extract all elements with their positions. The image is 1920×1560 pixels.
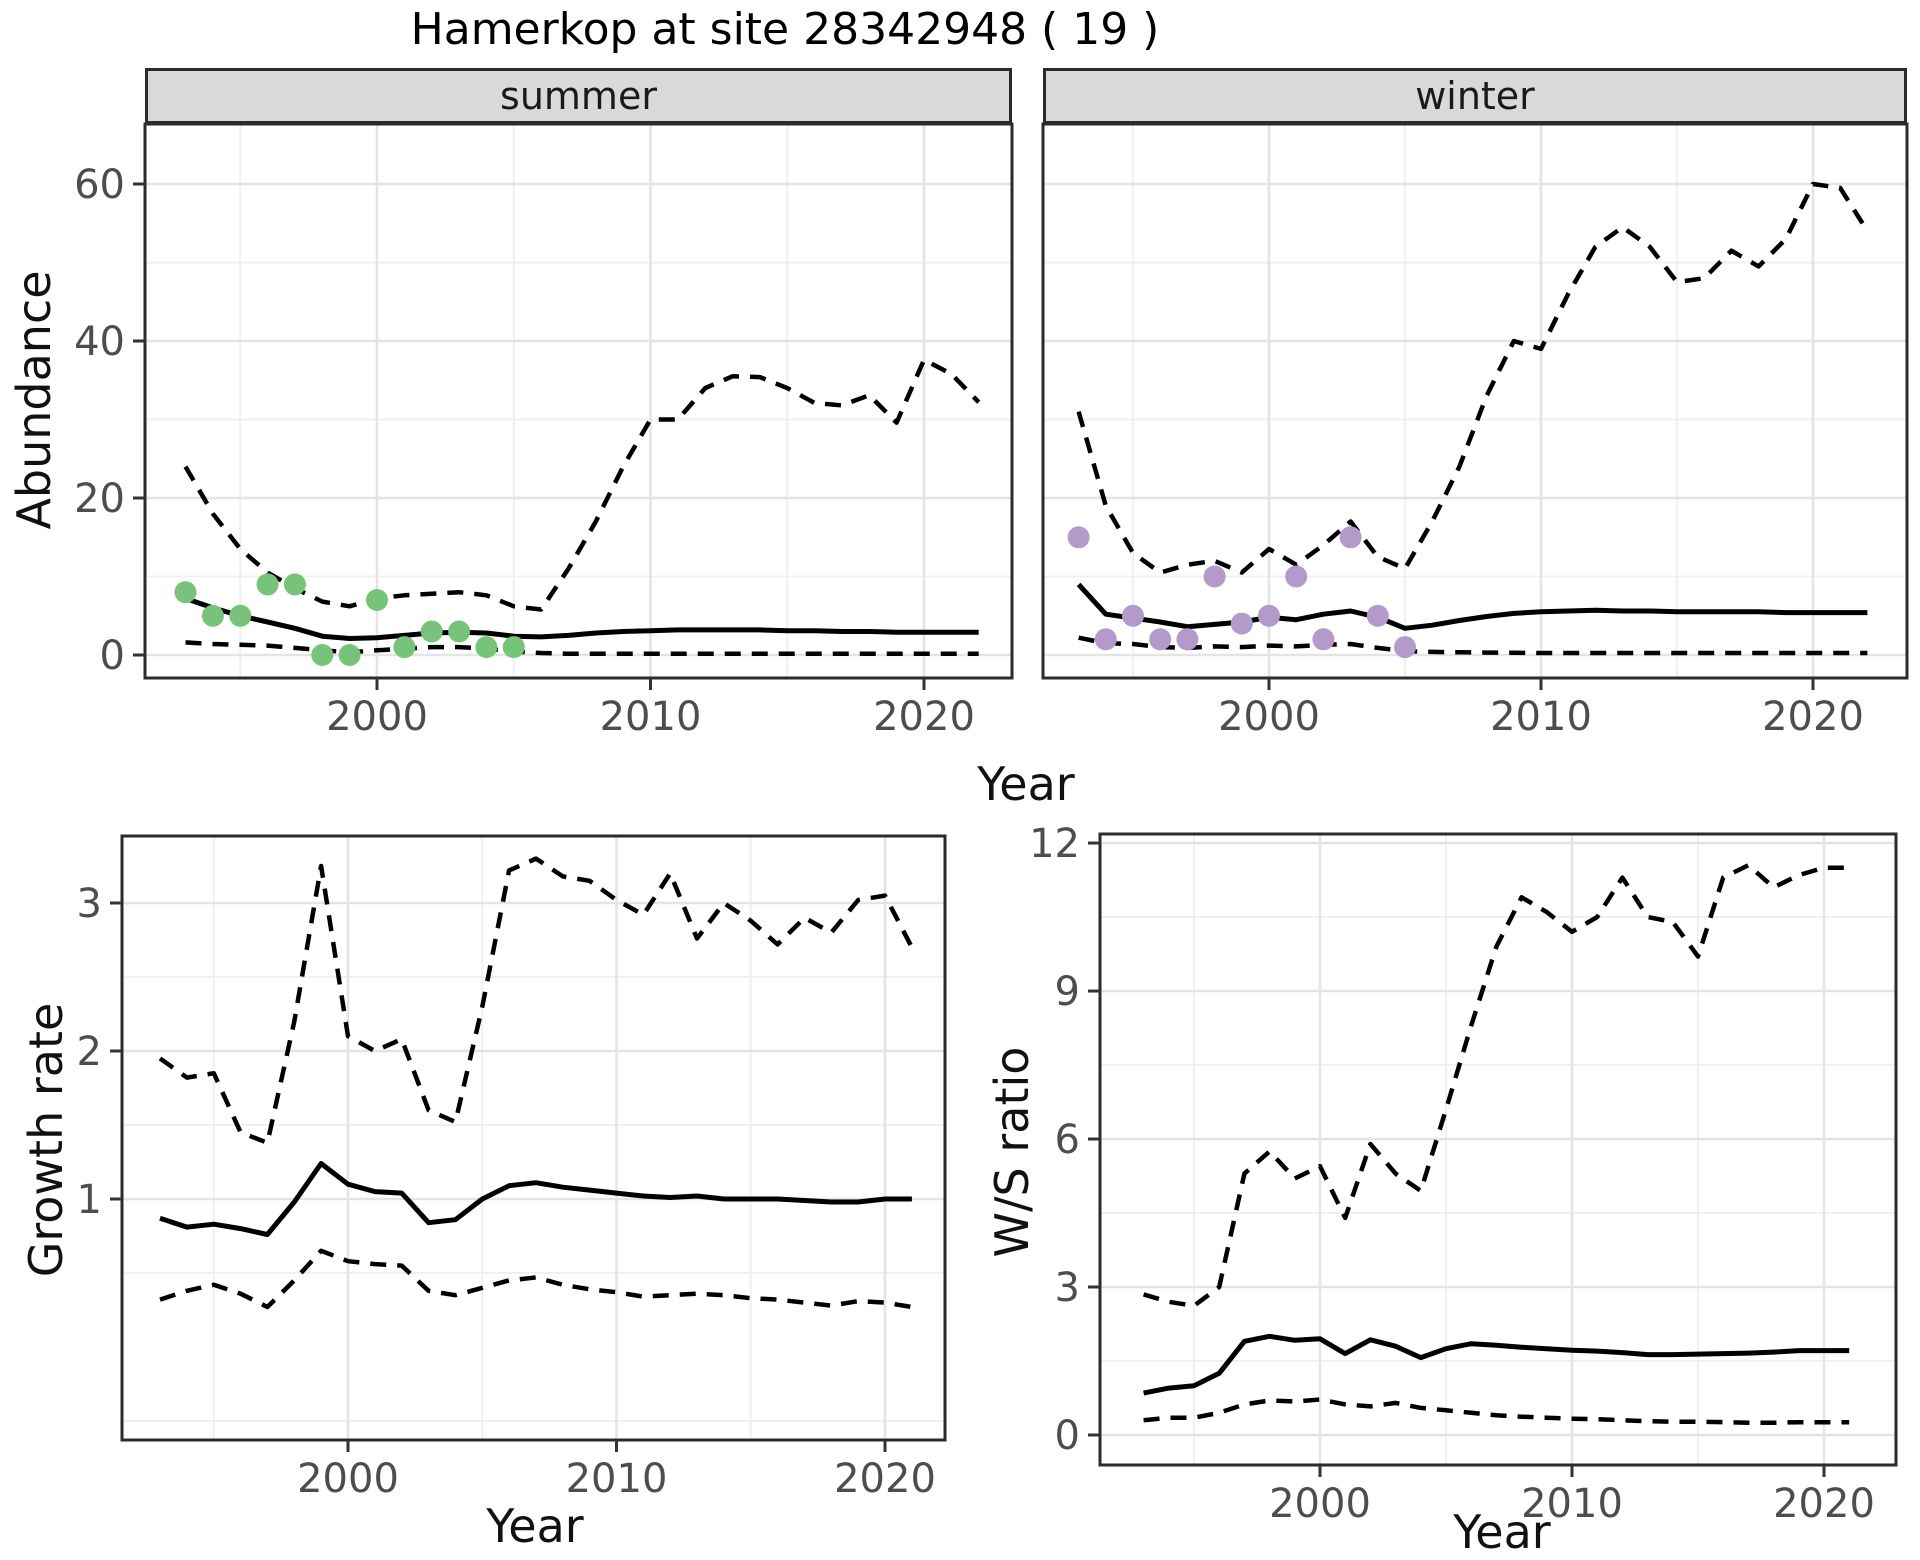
abundance-summer-observed-point [174, 581, 197, 604]
abundance-summer-median-line [184, 596, 979, 641]
y-tick-label: 20 [74, 476, 125, 522]
top-year-axis-title: Year [977, 757, 1075, 811]
y-tick-label: 0 [100, 633, 125, 679]
y-tick-label: 1 [77, 1177, 102, 1223]
x-tick-label: 2020 [873, 694, 975, 740]
abundance-winter-lower_ci-line [1078, 635, 1868, 656]
abundance-summer-observed-point [366, 589, 388, 611]
ws-ratio-lower_ci-line [1143, 1397, 1850, 1425]
abundance-summer-observed-point [393, 636, 416, 659]
x-tick-label: 2010 [600, 694, 702, 740]
abundance-winter-observed-point [1258, 604, 1280, 627]
abundance-summer-upper_ci-line [183, 357, 981, 612]
panel-abundance-winter: 2000 2010 2020 [1041, 122, 1909, 740]
abundance-winter-observed-point [1394, 636, 1416, 659]
abundance-winter-median-line [1076, 582, 1868, 631]
panel-border [1098, 832, 1898, 1467]
abundance-summer-observed-point [448, 620, 471, 643]
abundance-axis-title: Abundance [7, 270, 61, 530]
y-tick-label: 0 [1055, 1413, 1080, 1459]
x-tick-label: 2000 [326, 694, 428, 740]
x-tick-label: 2000 [1269, 1481, 1371, 1527]
x-tick-label: 2000 [297, 1456, 399, 1502]
growth-rate-lower_ci-line [159, 1248, 913, 1310]
growth-rate-upper_ci-line [158, 856, 914, 1146]
x-tick-label: 2000 [1218, 694, 1320, 740]
abundance-summer-observed-point [201, 604, 224, 627]
growth-year-axis-title: Year [486, 1499, 584, 1553]
abundance-summer-observed-point [311, 644, 334, 666]
abundance-winter-observed-point [1067, 526, 1090, 549]
abundance-winter-observed-point [1149, 628, 1172, 651]
growth-rate-axis-title: Growth rate [19, 1002, 73, 1278]
y-tick-label: 9 [1055, 969, 1080, 1015]
abundance-winter-observed-point [1122, 604, 1144, 627]
ws-year-axis-title: Year [1453, 1505, 1551, 1559]
x-tick-label: 2010 [566, 1456, 668, 1502]
abundance-winter-observed-point [1285, 565, 1308, 588]
abundance-summer-observed-point [256, 573, 279, 596]
panel-growth-rate: 2000 2010 2020 1 2 3 [77, 834, 947, 1502]
facet-strip-winter: winter [1043, 68, 1907, 124]
abundance-winter-observed-point [1312, 628, 1335, 651]
y-tick-label: 6 [1055, 1117, 1080, 1163]
facet-strip-summer-label: summer [500, 74, 657, 118]
abundance-summer-observed-point [502, 636, 525, 659]
x-tick-label: 2010 [1521, 1481, 1623, 1527]
y-tick-label: 12 [1029, 821, 1080, 867]
abundance-winter-observed-point [1339, 526, 1362, 549]
x-tick-label: 2010 [1490, 694, 1592, 740]
abundance-summer-observed-point [420, 620, 443, 643]
abundance-summer-observed-point [283, 573, 306, 596]
panel-border [120, 834, 947, 1442]
ws-ratio-median-line [1143, 1333, 1850, 1396]
y-tick-label: 60 [74, 162, 125, 208]
ws-ratio-upper_ci-line [1142, 862, 1850, 1309]
abundance-winter-observed-point [1094, 628, 1117, 651]
panel-ws-ratio: 2000 2010 2020 0 3 6 9 12 [1029, 821, 1898, 1527]
y-tick-label: 3 [1055, 1265, 1080, 1311]
abundance-winter-observed-point [1203, 565, 1226, 588]
panel-border [1041, 122, 1909, 680]
ws-ratio-axis-title: W/S ratio [985, 1046, 1039, 1258]
abundance-winter-observed-point [1176, 628, 1199, 651]
y-tick-label: 3 [77, 881, 102, 927]
y-tick-label: 40 [74, 319, 125, 365]
figure-title: Hamerkop at site 28342948 ( 19 ) [410, 4, 1160, 55]
abundance-summer-observed-point [338, 644, 361, 666]
x-tick-label: 2020 [1762, 694, 1864, 740]
facet-strip-summer: summer [145, 68, 1012, 124]
abundance-winter-observed-point [1230, 612, 1253, 635]
facet-strip-winter-label: winter [1415, 74, 1535, 118]
abundance-winter-upper_ci-line [1076, 181, 1870, 575]
x-tick-label: 2020 [834, 1456, 936, 1502]
y-tick-label: 2 [77, 1029, 102, 1075]
abundance-summer-lower_ci-line [185, 640, 979, 657]
growth-rate-median-line [159, 1161, 912, 1237]
abundance-winter-observed-point [1366, 604, 1389, 627]
abundance-summer-observed-point [475, 636, 498, 659]
abundance-summer-observed-point [229, 604, 252, 627]
x-tick-label: 2020 [1773, 1481, 1875, 1527]
panel-border [143, 122, 1014, 680]
panel-abundance-summer: 2000 2010 2020 0 20 40 60 [74, 122, 1014, 740]
